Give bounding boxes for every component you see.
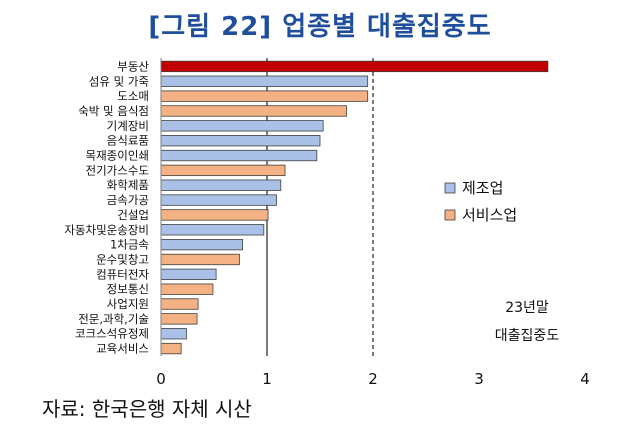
x-tick-label: 4 <box>580 370 590 388</box>
bar-3 <box>160 90 369 102</box>
bar-4 <box>160 105 347 117</box>
category-label: 전기가스수도 <box>86 163 149 177</box>
bar-13 <box>160 238 244 251</box>
category-label: 음식료품 <box>107 134 149 148</box>
legend-label-manufacturing: 제조업 <box>462 179 503 197</box>
category-label: 정보통신 <box>107 282 149 296</box>
bar-9 <box>160 179 282 191</box>
category-label: 기계장비 <box>107 119 149 133</box>
category-label: 전문,과학,기술 <box>78 312 149 326</box>
category-label: 숙박 및 음식점 <box>78 104 149 118</box>
x-tick-label: 3 <box>474 370 484 388</box>
bar-17 <box>160 298 199 310</box>
category-label: 자동차및운송장비 <box>64 223 149 237</box>
category-label: 1차금속 <box>110 238 149 252</box>
bar-10 <box>160 194 277 206</box>
category-label: 운수및창고 <box>96 252 149 266</box>
category-label: 목재종이인쇄 <box>86 149 149 163</box>
bar-18 <box>160 313 198 325</box>
category-label: 섬유 및 가죽 <box>89 74 149 88</box>
legend-swatch-services <box>444 209 456 221</box>
bar-1 <box>160 60 549 73</box>
legend: 제조업 서비스업 <box>444 179 517 224</box>
category-label: 금속가공 <box>107 193 149 207</box>
category-label: 교육서비스 <box>96 342 149 356</box>
x-tick-labels: 0 1 2 3 4 <box>156 370 590 388</box>
bar-12 <box>160 224 265 236</box>
bar-15 <box>160 268 217 280</box>
category-label: 컴퓨터전자 <box>96 267 149 281</box>
reference-lines <box>266 58 374 356</box>
category-label: 건설업 <box>117 208 149 222</box>
legend-swatch-manufacturing <box>444 182 456 194</box>
bar-2 <box>160 75 369 87</box>
x-tick-label: 0 <box>156 370 166 388</box>
legend-label-services: 서비스업 <box>462 206 517 224</box>
bars <box>160 60 549 355</box>
bar-19 <box>160 328 187 340</box>
annotation-line-1: 23년말 <box>505 300 549 316</box>
bar-8 <box>160 164 286 177</box>
x-tick-label: 2 <box>368 370 378 388</box>
bar-14 <box>160 253 240 266</box>
category-label: 도소매 <box>117 89 149 103</box>
annotation-line-2: 대출집중도 <box>495 328 560 344</box>
category-label: 부동산 <box>117 59 149 73</box>
annotation: 23년말 대출집중도 <box>495 300 560 344</box>
category-label: 사업지원 <box>107 297 149 311</box>
category-label: 화학제품 <box>107 178 149 192</box>
bar-16 <box>160 283 214 295</box>
bar-5 <box>160 120 324 132</box>
category-label: 코크스석유정제 <box>75 327 149 341</box>
chart-title: [그림 22] 업종별 대출집중도 <box>148 12 492 42</box>
source-note: 자료: 한국은행 자체 시산 <box>42 397 252 421</box>
x-tick-label: 1 <box>262 370 272 388</box>
bar-7 <box>160 149 318 162</box>
bar-6 <box>160 135 321 147</box>
bar-11 <box>160 209 269 221</box>
bar-20 <box>160 342 182 355</box>
